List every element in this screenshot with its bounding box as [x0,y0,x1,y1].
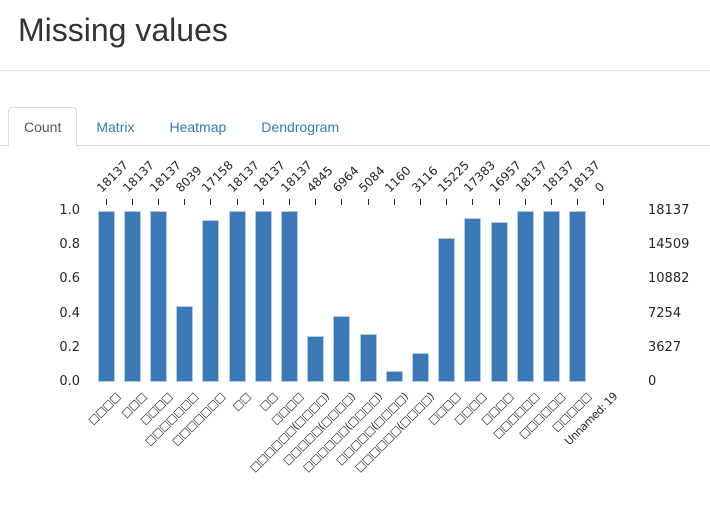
right-axis-tick-label: 18137 [648,203,690,218]
header-divider [0,70,710,71]
bar [464,218,482,382]
left-axis-tick-label: 0.8 [59,237,80,253]
top-axis-tick [367,199,369,205]
bar [359,334,377,382]
bar [150,211,167,382]
left-axis-tick-label: 0.0 [59,374,80,389]
top-axis-tick [289,199,290,205]
left-axis-tick-label: 0.4 [59,305,80,321]
tab-matrix[interactable]: Matrix [96,119,135,135]
top-axis-tick [577,199,579,205]
top-axis-tick [420,199,421,205]
page-title: Missing values [18,12,228,48]
right-axis-tick-label: 3627 [648,339,682,355]
top-axis-tick [341,199,343,205]
top-axis-tick [184,199,186,205]
tab-heatmap[interactable]: Heatmap [169,119,227,135]
bar [385,371,403,382]
tab-item-dendrogram: Dendrogram [245,107,358,147]
bar [516,211,534,382]
top-axis-tick [551,199,552,205]
missing-values-bar-chart: 18137 □□□□ 18137 □□□ 18137 □□□□ 8039 □□□□□□□ 171… [0,150,710,509]
right-axis-tick-label: 0 [648,374,657,389]
top-axis-tick [524,199,526,205]
right-axis-tick-label: 14509 [648,237,690,253]
bar [202,220,220,382]
top-axis-tick [315,199,317,205]
top-axis-tick [393,199,395,205]
top-axis-tick [158,199,159,205]
top-axis-tick [131,199,133,205]
bar [307,336,325,382]
bar [569,211,587,382]
tab-count[interactable]: Count [8,107,78,147]
top-axis-tick [236,199,238,205]
bar [123,211,141,382]
bar [228,211,246,382]
bar [254,211,272,382]
top-axis-tick [498,199,500,205]
bar [333,316,351,382]
tab-item-count: Count [8,107,80,147]
top-axis-tick [472,199,474,205]
left-axis-tick-label: 0.6 [59,271,80,287]
tab-item-heatmap: Heatmap [153,107,245,147]
right-axis-tick-label: 7254 [648,305,682,321]
top-axis-tick [603,199,605,205]
left-axis-tick-label: 1.0 [59,203,80,218]
tab-item-matrix: Matrix [80,107,153,147]
bar [281,211,298,382]
tab-dendrogram[interactable]: Dendrogram [261,119,340,135]
view-tabs: Count Matrix Heatmap Dendrogram [0,107,710,147]
bar [438,238,456,382]
top-axis-tick [210,199,212,205]
bar [412,353,429,382]
bar [543,211,560,382]
top-axis-tick [446,199,448,205]
top-axis-tick [105,199,107,205]
bar [97,211,115,382]
left-axis-tick-label: 0.2 [59,339,80,355]
right-axis-tick-label: 10882 [648,271,690,287]
top-axis-tick [262,199,264,205]
bar [490,222,508,382]
bar [176,306,194,382]
